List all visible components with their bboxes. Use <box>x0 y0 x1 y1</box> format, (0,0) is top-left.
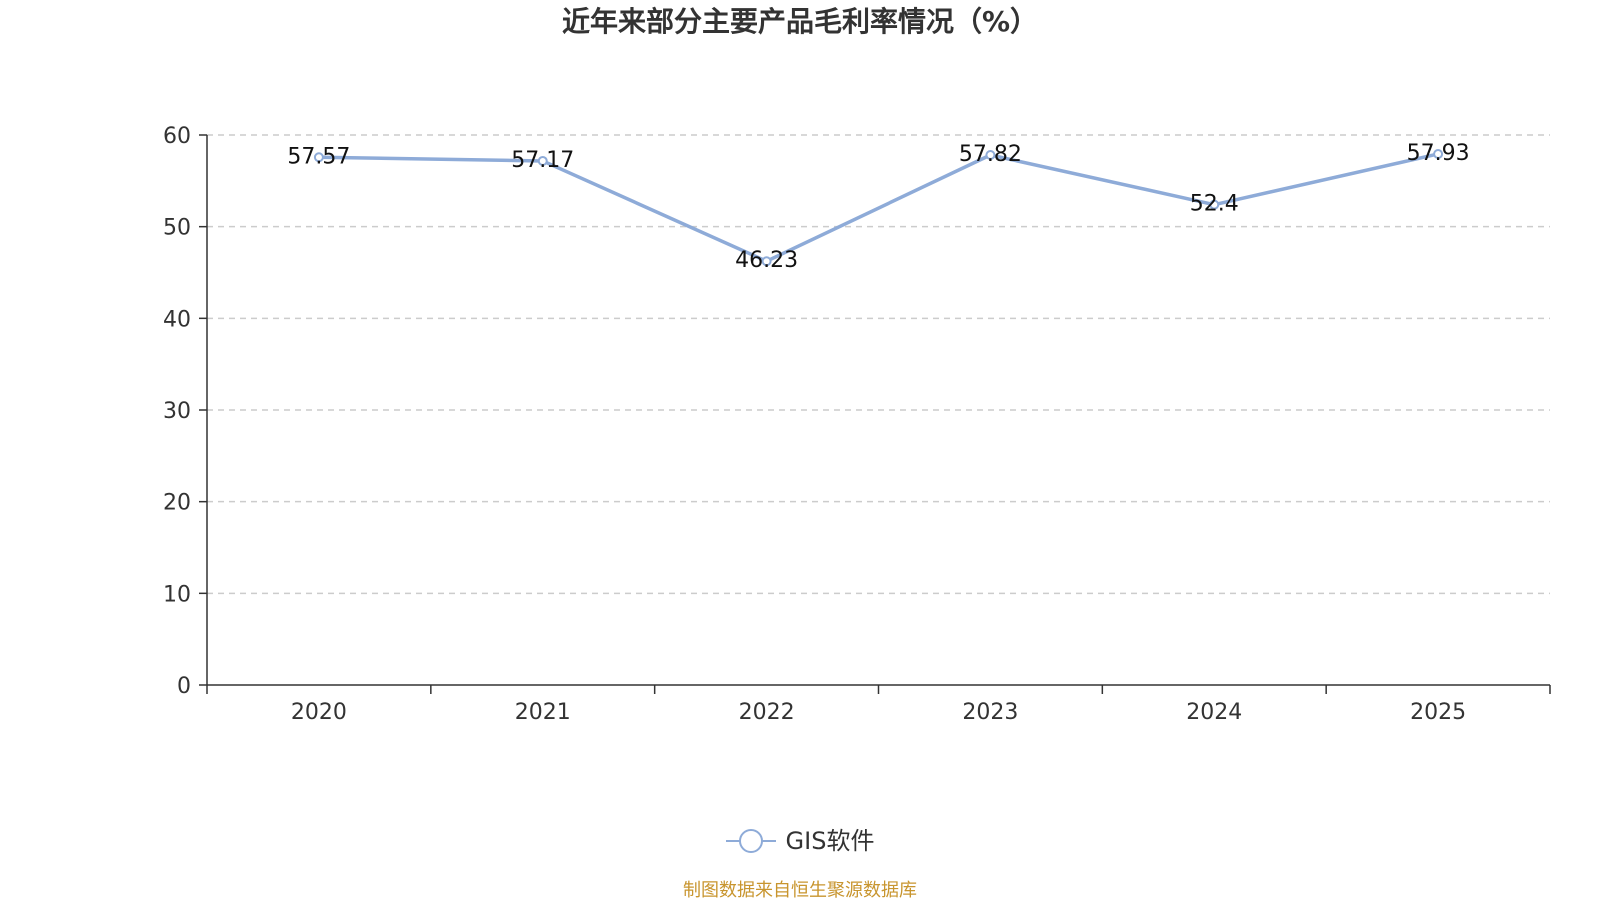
y-tick-label: 0 <box>177 674 191 699</box>
data-point <box>761 256 772 267</box>
y-tick-label: 60 <box>163 124 191 149</box>
y-tick-label: 40 <box>163 307 191 332</box>
data-label: 52.4 <box>1190 192 1239 217</box>
data-label: 57.17 <box>511 148 574 173</box>
axes: 0 10 20 30 40 50 60 2020 2021 2022 2023 2024 2025 <box>163 124 1551 725</box>
x-tick-label: 2020 <box>291 700 347 725</box>
data-point <box>1209 199 1220 210</box>
legend-line-circle-icon <box>725 829 776 853</box>
grid-lines <box>207 134 1550 595</box>
legend-label-gis: GIS软件 <box>785 827 875 855</box>
series-gis <box>313 148 1444 267</box>
data-label: 57.57 <box>287 144 350 169</box>
y-tick-label: 50 <box>163 216 191 241</box>
data-label: 46.23 <box>735 248 798 273</box>
series-line <box>318 152 1439 263</box>
y-tick-label: 10 <box>163 582 191 607</box>
x-tick-label: 2021 <box>515 700 571 725</box>
y-tick-label: 30 <box>163 399 191 424</box>
y-tick-label: 20 <box>163 491 191 516</box>
data-label: 57.82 <box>959 142 1022 167</box>
legend[interactable]: GIS软件 <box>0 826 1600 856</box>
data-point <box>985 149 996 160</box>
data-label: 57.93 <box>1407 141 1470 166</box>
data-point <box>1433 148 1444 159</box>
x-tick-label: 2022 <box>739 700 795 725</box>
x-tick-label: 2025 <box>1410 700 1466 725</box>
chart-title: 近年来部分主要产品毛利率情况（%） <box>561 5 1039 38</box>
data-point <box>313 152 324 163</box>
x-tick-label: 2024 <box>1186 700 1242 725</box>
x-tick-label: 2023 <box>962 700 1018 725</box>
data-labels: 57.57 57.17 46.23 57.82 52.4 57.93 <box>287 141 1469 273</box>
source-note: 制图数据来自恒生聚源数据库 <box>683 880 917 901</box>
data-point <box>537 155 548 166</box>
